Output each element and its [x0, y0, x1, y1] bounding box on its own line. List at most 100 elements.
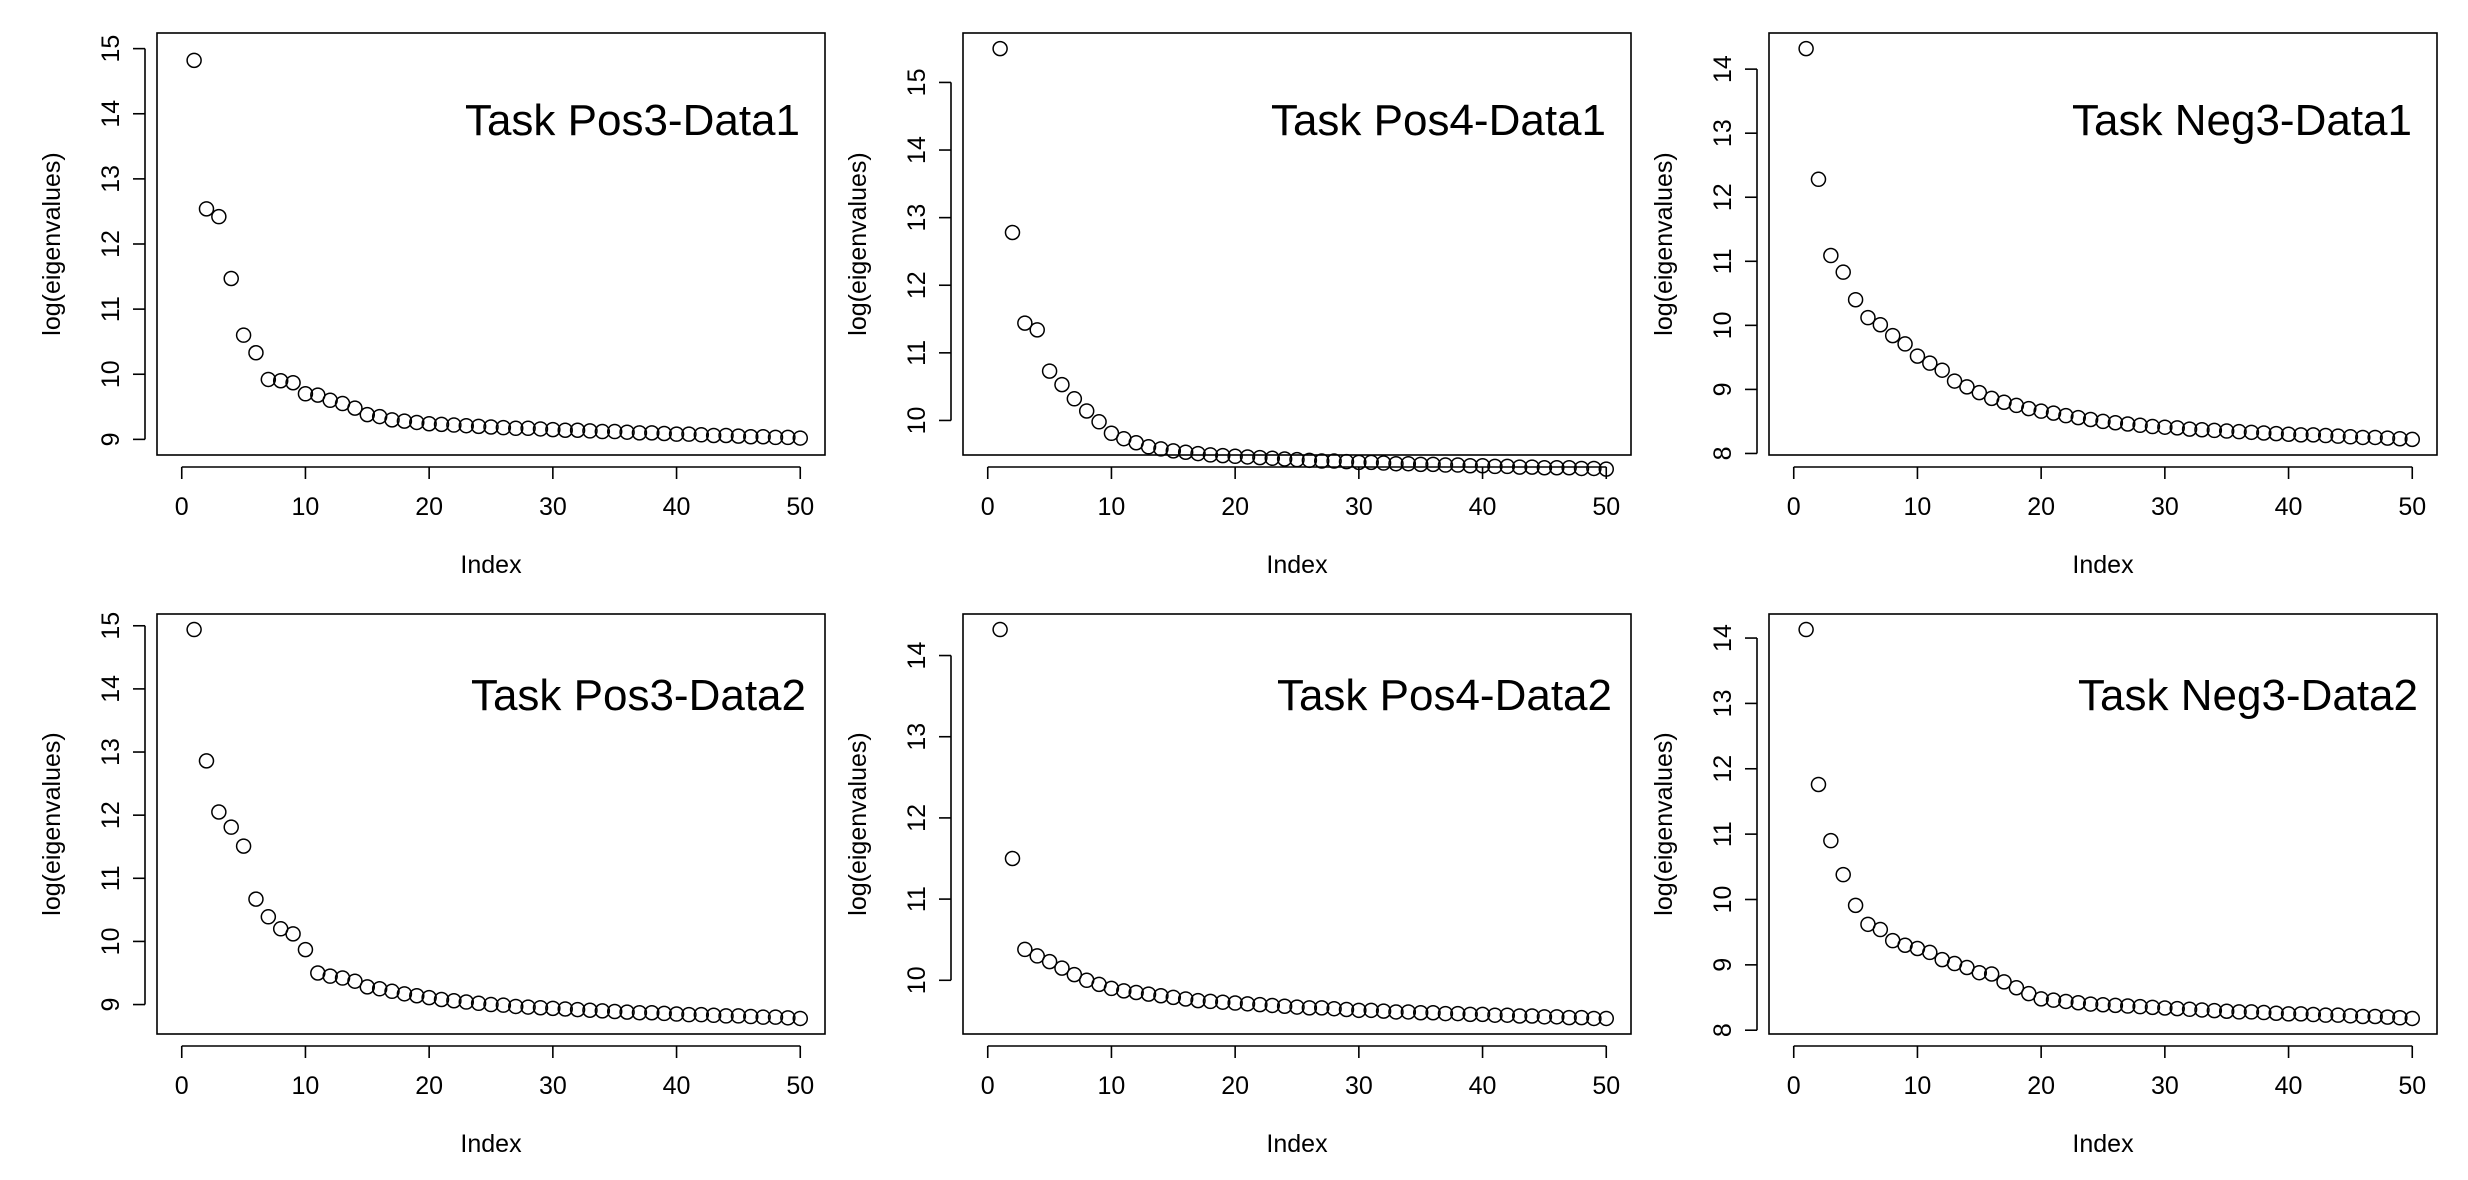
data-point: [1823, 832, 1839, 849]
y-tick-label: 15: [97, 35, 125, 63]
chart-panel-6: 0 10 20 30 40 50 8 9 10 11 12 13 14 Index log(eigenval…: [1650, 613, 2438, 1158]
data-point: [186, 52, 202, 69]
data-point: [1239, 996, 1256, 1012]
x-tick-label: 20: [415, 493, 443, 521]
data-point: [322, 968, 338, 984]
data-point: [433, 416, 450, 433]
y-tick-label: 14: [903, 136, 931, 164]
y-tick-label: 10: [1709, 886, 1737, 914]
data-point: [1872, 921, 1889, 938]
data-point: [458, 994, 475, 1010]
data-point: [223, 819, 239, 835]
data-point: [1363, 454, 1379, 471]
data-point: [2392, 1010, 2408, 1026]
y-tick-label: 13: [1709, 119, 1737, 147]
data-point: [730, 1008, 747, 1024]
data-point: [631, 425, 648, 441]
data-point: [569, 1001, 586, 1018]
data-point: [1598, 1010, 1615, 1027]
data-point: [1276, 451, 1293, 467]
x-tick-label: 40: [663, 493, 691, 521]
data-point: [2157, 1000, 2173, 1016]
x-tick-label: 50: [1592, 1072, 1620, 1100]
y-tick-label: 13: [903, 204, 931, 232]
x-tick-label: 10: [292, 493, 320, 521]
data-point: [248, 891, 264, 907]
panel-title: Task Neg3-Data2: [2078, 671, 2418, 720]
data-point: [644, 425, 660, 441]
data-point: [1959, 379, 1975, 395]
data-point: [705, 427, 722, 444]
data-point: [520, 420, 536, 437]
data-point: [1276, 998, 1293, 1015]
data-point: [755, 429, 771, 445]
data-point: [1041, 363, 1058, 379]
x-tick-label: 10: [292, 1072, 320, 1100]
data-point: [693, 427, 710, 443]
x-tick-label: 30: [539, 493, 567, 521]
data-point: [1983, 966, 2000, 982]
data-point: [1872, 316, 1889, 333]
y-tick-label: 11: [97, 296, 125, 322]
data-point: [2181, 421, 2198, 437]
data-point: [458, 417, 475, 434]
x-tick-label: 20: [415, 1072, 443, 1100]
data-point: [384, 983, 400, 1000]
data-point: [1425, 1005, 1441, 1021]
data-point: [1004, 850, 1021, 867]
x-tick-label: 0: [175, 1072, 189, 1100]
y-axis-title: log(eigenvalues): [38, 152, 66, 335]
data-point: [2392, 430, 2408, 447]
data-point: [792, 1010, 809, 1027]
panel-title: Task Pos3-Data2: [471, 671, 806, 720]
data-point: [1066, 966, 1083, 983]
data-point: [1462, 457, 1478, 474]
data-point: [446, 417, 462, 433]
x-tick-label: 50: [786, 493, 814, 521]
data-point: [693, 1006, 710, 1023]
y-tick-label: 11: [903, 340, 931, 366]
data-point: [594, 423, 611, 440]
data-point: [569, 422, 586, 439]
data-point: [1549, 460, 1565, 476]
data-point: [1239, 449, 1256, 465]
data-point: [743, 1008, 759, 1025]
data-point: [198, 201, 215, 217]
x-axis-title: Index: [1266, 1130, 1328, 1158]
data-point: [1835, 866, 1851, 883]
x-tick-label: 0: [175, 493, 189, 521]
data-point: [1400, 1004, 1417, 1020]
data-point: [1004, 224, 1021, 241]
data-point: [1029, 948, 1045, 964]
data-point: [285, 926, 301, 942]
data-point: [606, 1003, 623, 1020]
x-axis-title: Index: [460, 551, 522, 579]
data-point: [1971, 384, 1988, 401]
y-tick-label: 14: [97, 100, 125, 128]
data-point: [1798, 621, 1814, 638]
data-point: [1041, 953, 1058, 970]
data-point: [2045, 992, 2062, 1008]
data-point: [272, 373, 289, 389]
x-tick-label: 20: [2027, 1072, 2055, 1100]
panel-title: Task Pos4-Data2: [1277, 671, 1612, 720]
data-point: [1573, 1009, 1590, 1026]
x-axis-title: Index: [2072, 1130, 2134, 1158]
data-point: [1252, 449, 1268, 466]
data-point: [2082, 996, 2099, 1012]
data-point: [1066, 391, 1083, 407]
data-point: [1847, 291, 1864, 308]
data-point: [235, 838, 252, 854]
data-point: [631, 1005, 648, 1021]
data-point: [1437, 457, 1454, 473]
data-point: [2107, 997, 2124, 1014]
x-tick-label: 40: [1469, 1072, 1497, 1100]
x-tick-label: 0: [1787, 1072, 1801, 1100]
data-point: [1598, 461, 1615, 477]
data-point: [730, 428, 747, 444]
data-point: [1996, 394, 2012, 410]
data-point: [780, 1010, 796, 1026]
x-tick-label: 20: [2027, 493, 2055, 521]
x-tick-label: 10: [1904, 493, 1932, 521]
